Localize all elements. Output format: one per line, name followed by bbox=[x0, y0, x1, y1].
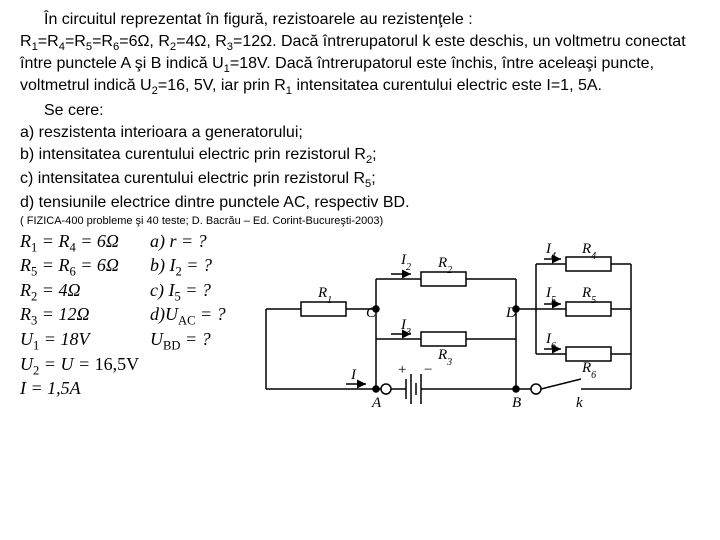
circuit-diagram: R1 R2 R3 R4 R5 R6 I2 I3 I4 I5 I6 I C D A… bbox=[246, 239, 646, 434]
line-intro: În circuitul reprezentat în figură, rezi… bbox=[20, 10, 700, 30]
label-C: C bbox=[366, 305, 377, 321]
label-D: D bbox=[505, 305, 517, 321]
circuit-svg: R1 R2 R3 R4 R5 R6 I2 I3 I4 I5 I6 I C D A… bbox=[246, 239, 646, 429]
label-R6: R6 bbox=[581, 360, 596, 381]
item-a: a) reszistenta interioara a generatorulu… bbox=[20, 123, 700, 143]
item-c: c) intensitatea curentului electric prin… bbox=[20, 169, 700, 191]
label-k: k bbox=[576, 395, 583, 411]
line-values: R1=R4=R5=R6=6Ω, R2=4Ω, R3=12Ω. Dacă într… bbox=[20, 32, 700, 99]
line-secere: Se cere: bbox=[20, 101, 700, 121]
label-plus: + bbox=[398, 362, 406, 378]
lower-section: R1 = R4 = 6Ω a) r = ? R5 = R6 = 6Ω b) I2… bbox=[20, 231, 700, 434]
label-B: B bbox=[512, 395, 521, 411]
label-R3: R3 bbox=[437, 347, 452, 368]
label-I2: I2 bbox=[400, 252, 411, 273]
label-A: A bbox=[371, 395, 382, 411]
label-I: I bbox=[350, 367, 357, 383]
item-b: b) intensitatea curentului electric prin… bbox=[20, 145, 700, 167]
label-R4: R4 bbox=[581, 241, 596, 262]
citation: ( FIZICA-400 probleme şi 40 teste; D. Ba… bbox=[20, 215, 700, 229]
problem-statement: În circuitul reprezentat în figură, rezi… bbox=[20, 10, 700, 229]
label-I5: I5 bbox=[545, 285, 556, 306]
item-d: d) tensiunile electrice dintre punctele … bbox=[20, 193, 700, 213]
label-minus: − bbox=[424, 362, 432, 378]
given-values: R1 = R4 = 6Ω a) r = ? R5 = R6 = 6Ω b) I2… bbox=[20, 231, 226, 400]
